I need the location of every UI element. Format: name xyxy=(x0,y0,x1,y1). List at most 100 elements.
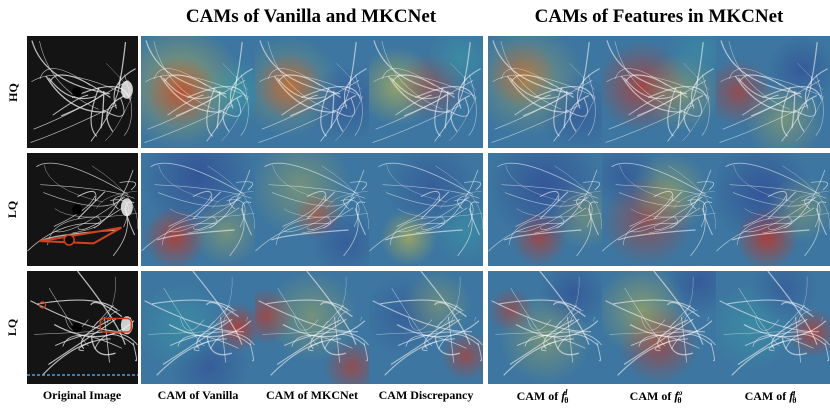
vessel-line xyxy=(438,334,480,350)
vessel-line xyxy=(272,164,334,203)
vessel-line xyxy=(321,304,345,329)
vessel-line xyxy=(41,338,111,376)
cam-heatmap-overlay xyxy=(369,153,483,266)
vessel-line xyxy=(804,68,828,109)
vessel-line xyxy=(306,190,327,201)
vessel-line xyxy=(54,196,126,233)
vessel-line xyxy=(488,222,563,252)
cam-heatmap-r3-c2 xyxy=(255,271,369,384)
cam-heatmap-overlay xyxy=(141,153,255,266)
vessel-line xyxy=(90,87,100,137)
vessel-line xyxy=(768,207,815,231)
activation-region xyxy=(602,153,659,210)
vessel-line xyxy=(275,216,330,246)
vessel-line xyxy=(420,191,450,220)
vessel-line xyxy=(702,201,713,236)
vessel-line xyxy=(566,316,574,363)
activation-region xyxy=(550,181,602,250)
vessel-line xyxy=(794,316,802,363)
vessel-line xyxy=(461,42,471,86)
vessel-line xyxy=(77,191,106,220)
vessel-line xyxy=(387,75,450,113)
vessel-line xyxy=(281,94,318,116)
vessel-line xyxy=(820,317,823,322)
vessel-line xyxy=(381,41,443,110)
vessel-line xyxy=(576,195,586,210)
retina-fundus-image xyxy=(27,271,138,384)
vessel-line xyxy=(641,317,666,331)
vessel-line xyxy=(421,207,468,231)
vessel-line xyxy=(96,191,137,209)
vessel-line xyxy=(539,191,569,220)
vessel-line xyxy=(141,222,216,252)
vessel-line xyxy=(268,184,366,199)
vessel-line xyxy=(654,207,701,231)
vessel-line xyxy=(390,77,439,100)
vessel-line xyxy=(576,208,592,257)
vessel-line xyxy=(673,191,715,209)
vessel-line xyxy=(77,207,123,231)
activation-region xyxy=(664,36,716,87)
vessel-line xyxy=(319,301,353,318)
vessel-line xyxy=(722,79,821,130)
vessel-line xyxy=(119,181,137,191)
vessel-line xyxy=(796,96,824,141)
vessel-line xyxy=(102,98,125,117)
optic-disc xyxy=(120,198,133,217)
vessel-line xyxy=(440,191,482,209)
vessel-line xyxy=(492,74,595,97)
cam-heatmap-r2-c5 xyxy=(602,153,716,266)
vessel-line xyxy=(780,301,814,318)
vessel-line xyxy=(77,190,97,201)
cam-heatmap-overlay xyxy=(141,271,255,384)
cam-heatmap-overlay xyxy=(602,271,716,384)
caption-cam-f-q: CAM of fθq xyxy=(744,388,797,406)
fundus-background xyxy=(27,271,138,384)
vessel-line xyxy=(680,316,688,363)
vessel-line xyxy=(781,337,808,356)
vessel-line xyxy=(241,201,252,236)
vessel-line xyxy=(233,42,243,86)
vessel-line xyxy=(27,222,101,252)
cam-heatmap-r2-c3 xyxy=(369,153,483,266)
vessel-line xyxy=(343,68,367,109)
vessel-line xyxy=(588,201,599,236)
vessel-line xyxy=(340,199,360,228)
vessel-line xyxy=(229,68,253,109)
vessel-line xyxy=(206,76,238,142)
vessel-line xyxy=(294,317,319,331)
vessel-line xyxy=(91,165,138,229)
vessel-line xyxy=(240,74,249,136)
vessel-line xyxy=(629,195,673,227)
vessel-line xyxy=(132,342,138,362)
vessel-line xyxy=(497,162,593,195)
vessel-line xyxy=(226,199,246,228)
cam-heatmap-r1-c3 xyxy=(369,36,483,148)
vessel-line xyxy=(264,162,360,195)
vessel-line xyxy=(90,301,123,318)
vessel-line xyxy=(405,335,467,349)
vessel-line xyxy=(378,162,474,195)
vessel-line xyxy=(583,181,601,191)
vessel-line xyxy=(515,320,599,338)
vessel-line xyxy=(168,320,252,338)
vessel-line xyxy=(666,301,700,318)
vessel-line xyxy=(653,190,674,201)
vessel-line xyxy=(282,195,326,227)
vessel-line xyxy=(386,164,448,203)
vessel-line xyxy=(611,162,707,195)
vessel-line xyxy=(733,164,795,203)
vessel-line xyxy=(505,164,567,203)
vessel-line xyxy=(336,63,363,91)
vessel-line xyxy=(307,207,354,231)
vessel-line xyxy=(145,74,248,97)
activation-region xyxy=(602,271,688,356)
vessel-line xyxy=(192,191,222,220)
vessel-line xyxy=(306,191,336,220)
vessel-line xyxy=(37,299,118,311)
title-vanilla-mkcnet: CAMs of Vanilla and MKCNet xyxy=(185,6,437,27)
vessel-line xyxy=(596,342,601,362)
vessel-line xyxy=(62,335,123,349)
vessel-line xyxy=(267,41,329,110)
